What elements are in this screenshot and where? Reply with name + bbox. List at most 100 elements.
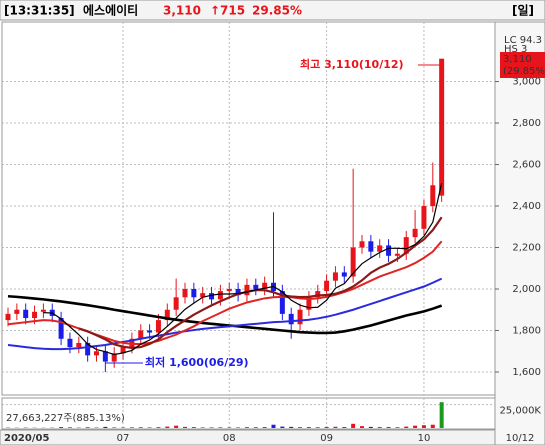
moving-average xyxy=(78,216,443,350)
volume-bar xyxy=(280,426,285,428)
volume-bar xyxy=(183,426,187,428)
candle-body xyxy=(102,351,108,362)
indicator-label: LC 94.3 xyxy=(504,35,542,46)
volume-bar xyxy=(262,427,267,428)
candle-body xyxy=(430,185,436,207)
candle-body xyxy=(5,313,11,321)
volume-bar xyxy=(306,427,311,428)
candle-body xyxy=(120,347,126,354)
x-tick-label: 07 xyxy=(117,433,130,444)
candle-body xyxy=(94,351,99,356)
candle-body xyxy=(85,342,91,356)
candle-body xyxy=(129,338,135,348)
volume-bar xyxy=(67,427,72,428)
volume-bar xyxy=(85,427,90,428)
candle-body xyxy=(191,288,197,298)
volume-bar xyxy=(174,425,179,428)
volume-bar xyxy=(200,427,205,428)
x-tick-label: 2020/05 xyxy=(4,433,49,444)
volume-bar xyxy=(413,425,418,428)
y-tick-label: 2,600 xyxy=(512,160,541,171)
candle-body xyxy=(359,241,365,248)
candle-body xyxy=(200,293,206,298)
volume-bar xyxy=(298,427,303,428)
price-tag xyxy=(500,52,545,78)
rate: 29.85% xyxy=(252,4,302,18)
volume-bar xyxy=(129,427,134,428)
price: 3,110 xyxy=(163,4,201,18)
volume-bar xyxy=(271,424,276,428)
time: [13:31:35] xyxy=(4,4,75,18)
volume-bar xyxy=(315,427,320,428)
indicator-label: HS 3 xyxy=(504,44,527,55)
low-annotation: 최저 1,600(06/29) xyxy=(145,355,249,369)
high-annotation: 최고 3,110(10/12) xyxy=(300,57,404,71)
volume-bar xyxy=(103,426,108,428)
volume-bar xyxy=(333,426,338,428)
candle-body xyxy=(244,284,250,296)
volume-text: 27,663,227주(885.13%) xyxy=(6,413,125,424)
candle-body xyxy=(262,282,268,289)
price-tag-price: 3,110 xyxy=(503,54,532,65)
candle-body xyxy=(324,280,330,292)
candle-body xyxy=(288,313,294,325)
candle-body xyxy=(421,206,427,229)
volume-bar xyxy=(404,426,409,428)
y-tick-label: 1,800 xyxy=(512,325,541,336)
volume-bar xyxy=(138,427,143,428)
volume-bar xyxy=(351,423,356,428)
volume-bar xyxy=(156,427,161,428)
x-tick-label: 09 xyxy=(320,433,333,444)
candle-body xyxy=(173,297,179,310)
last-date: 10/12 xyxy=(506,433,535,444)
candle-body xyxy=(217,291,223,300)
y-tick-label: 2,400 xyxy=(512,201,541,212)
volume-bar xyxy=(289,426,294,428)
candle-body xyxy=(76,342,82,348)
volume-bar xyxy=(439,402,444,428)
volume-bar xyxy=(430,424,435,428)
volume-bar xyxy=(368,426,373,428)
y-tick-label: 3,000 xyxy=(512,77,541,88)
candle-body xyxy=(279,291,285,314)
volume-bar xyxy=(377,427,382,428)
y-tick-label: 2,800 xyxy=(512,118,541,129)
candle-body xyxy=(182,288,188,298)
stock-name: 에스에이티 xyxy=(83,3,138,18)
candle-body xyxy=(67,338,73,348)
volume-bar xyxy=(386,427,391,428)
volume-tick-label: 25,000K xyxy=(499,406,541,417)
volume-bar xyxy=(165,426,170,428)
candle-body xyxy=(350,247,356,277)
candle-body xyxy=(306,297,312,310)
candle-body xyxy=(394,253,400,256)
candle-body xyxy=(368,241,374,252)
y-tick-label: 2,000 xyxy=(512,284,541,295)
candle-body xyxy=(226,288,232,292)
candle-body xyxy=(253,284,259,289)
change: ↑715 xyxy=(210,4,245,18)
candle-body xyxy=(235,288,241,296)
candle-body xyxy=(147,330,153,333)
candle-body xyxy=(58,318,64,339)
candle-body xyxy=(403,237,409,254)
candle-body xyxy=(332,272,338,281)
candle-body xyxy=(439,58,445,196)
price-tag-rate: (29.85%) xyxy=(503,66,545,77)
x-tick-label: 10 xyxy=(418,433,431,444)
period[interactable]: [일] xyxy=(512,4,534,18)
candle-body xyxy=(155,320,161,333)
candle-body xyxy=(164,309,170,321)
candle-body xyxy=(297,309,303,325)
volume-bar xyxy=(59,427,64,428)
candle-body xyxy=(377,245,383,252)
candle-body xyxy=(412,228,418,238)
candle-body xyxy=(315,291,321,298)
x-tick-label: 08 xyxy=(223,433,236,444)
candle-body xyxy=(138,330,144,339)
candle-body xyxy=(111,353,117,362)
volume-bar xyxy=(360,426,364,428)
axis-panel xyxy=(494,21,545,445)
candle-body xyxy=(32,311,38,319)
